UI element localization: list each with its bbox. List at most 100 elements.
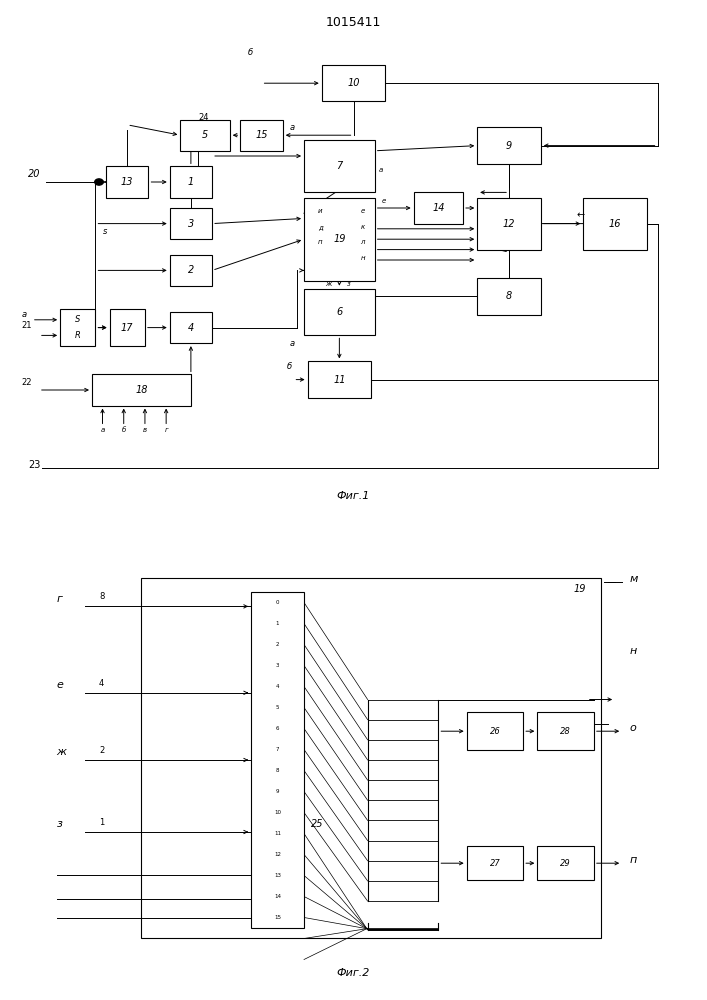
Text: 24: 24 bbox=[198, 113, 209, 122]
Text: и: и bbox=[318, 208, 322, 214]
Text: е: е bbox=[361, 208, 365, 214]
Text: 6: 6 bbox=[276, 726, 279, 731]
Text: 1: 1 bbox=[188, 177, 194, 187]
Text: 11: 11 bbox=[274, 831, 281, 836]
Text: 7: 7 bbox=[276, 747, 279, 752]
Text: R: R bbox=[75, 331, 81, 340]
Text: 0: 0 bbox=[276, 600, 279, 605]
Text: 29: 29 bbox=[560, 859, 571, 868]
Text: 26: 26 bbox=[489, 727, 501, 736]
Bar bbox=[251, 592, 304, 928]
Text: а: а bbox=[290, 339, 295, 348]
Bar bbox=[304, 140, 375, 192]
Text: а: а bbox=[290, 123, 295, 132]
Text: а: а bbox=[21, 310, 26, 319]
Text: 28: 28 bbox=[560, 727, 571, 736]
Text: 10: 10 bbox=[347, 78, 360, 88]
Text: 5: 5 bbox=[276, 705, 279, 710]
Text: 17: 17 bbox=[121, 323, 134, 333]
Bar bbox=[537, 846, 594, 880]
Text: 12: 12 bbox=[503, 219, 515, 229]
Text: 3: 3 bbox=[276, 663, 279, 668]
Text: 10: 10 bbox=[274, 810, 281, 815]
Text: 2: 2 bbox=[188, 265, 194, 275]
Text: е: е bbox=[382, 198, 386, 204]
Text: 18: 18 bbox=[135, 385, 148, 395]
Text: 13: 13 bbox=[274, 873, 281, 878]
Bar bbox=[477, 127, 541, 164]
Text: 14: 14 bbox=[432, 203, 445, 213]
Text: г: г bbox=[57, 594, 62, 604]
Text: S: S bbox=[75, 315, 81, 324]
Text: 13: 13 bbox=[121, 177, 134, 187]
Text: в: в bbox=[143, 427, 147, 433]
Bar bbox=[106, 166, 148, 198]
Text: б: б bbox=[122, 427, 126, 433]
Bar bbox=[467, 712, 523, 750]
Text: 9: 9 bbox=[276, 789, 279, 794]
Bar bbox=[583, 198, 647, 250]
Text: п: п bbox=[318, 239, 323, 245]
Bar bbox=[170, 208, 212, 239]
Text: 16: 16 bbox=[609, 219, 621, 229]
Text: 3: 3 bbox=[188, 219, 194, 229]
Text: 15: 15 bbox=[255, 130, 268, 140]
Bar bbox=[170, 255, 212, 286]
Bar bbox=[304, 198, 375, 281]
Text: 8: 8 bbox=[99, 592, 105, 601]
Bar bbox=[304, 289, 375, 335]
Text: 19: 19 bbox=[573, 584, 586, 594]
Text: 1: 1 bbox=[99, 818, 104, 827]
Text: 4: 4 bbox=[276, 684, 279, 689]
Bar bbox=[240, 120, 283, 151]
Text: 21: 21 bbox=[21, 321, 32, 330]
Text: 9: 9 bbox=[506, 141, 512, 151]
Bar bbox=[60, 309, 95, 346]
Text: 1: 1 bbox=[276, 621, 279, 626]
Bar bbox=[537, 712, 594, 750]
Text: 23: 23 bbox=[28, 460, 41, 470]
Circle shape bbox=[95, 179, 103, 185]
Bar bbox=[170, 312, 212, 343]
Bar bbox=[322, 65, 385, 101]
Bar bbox=[414, 192, 463, 224]
Text: 8: 8 bbox=[276, 768, 279, 773]
Text: б: б bbox=[247, 48, 252, 57]
Text: 11: 11 bbox=[333, 375, 346, 385]
Text: 19: 19 bbox=[333, 234, 346, 244]
Text: 22: 22 bbox=[21, 378, 32, 387]
Text: н: н bbox=[361, 255, 366, 261]
Text: м: м bbox=[629, 574, 638, 584]
Text: s: s bbox=[103, 227, 107, 236]
Bar bbox=[92, 374, 191, 406]
Text: 12: 12 bbox=[274, 852, 281, 857]
Text: Фиг.2: Фиг.2 bbox=[337, 968, 370, 978]
Text: 25: 25 bbox=[311, 819, 324, 829]
Text: д: д bbox=[318, 224, 323, 230]
Bar bbox=[467, 846, 523, 880]
Text: 14: 14 bbox=[274, 894, 281, 899]
Text: н: н bbox=[629, 646, 636, 656]
Text: 2: 2 bbox=[99, 746, 104, 755]
Text: л: л bbox=[361, 239, 365, 245]
Text: 27: 27 bbox=[489, 859, 501, 868]
Text: б: б bbox=[286, 362, 291, 371]
Text: о: о bbox=[629, 723, 636, 733]
Text: г: г bbox=[164, 427, 168, 433]
Text: ж: ж bbox=[325, 281, 332, 287]
Text: 1015411: 1015411 bbox=[326, 16, 381, 29]
Text: з: з bbox=[346, 281, 350, 287]
Bar bbox=[477, 278, 541, 315]
Text: 4: 4 bbox=[188, 323, 194, 333]
Text: 6: 6 bbox=[337, 307, 342, 317]
Text: 2: 2 bbox=[276, 642, 279, 647]
Text: а: а bbox=[100, 427, 105, 433]
Bar bbox=[308, 361, 371, 398]
Text: 8: 8 bbox=[506, 291, 512, 301]
Text: ж: ж bbox=[57, 747, 66, 757]
Text: 20: 20 bbox=[28, 169, 41, 179]
Bar bbox=[477, 198, 541, 250]
Bar bbox=[180, 120, 230, 151]
Bar bbox=[110, 309, 145, 346]
Text: 7: 7 bbox=[337, 161, 342, 171]
